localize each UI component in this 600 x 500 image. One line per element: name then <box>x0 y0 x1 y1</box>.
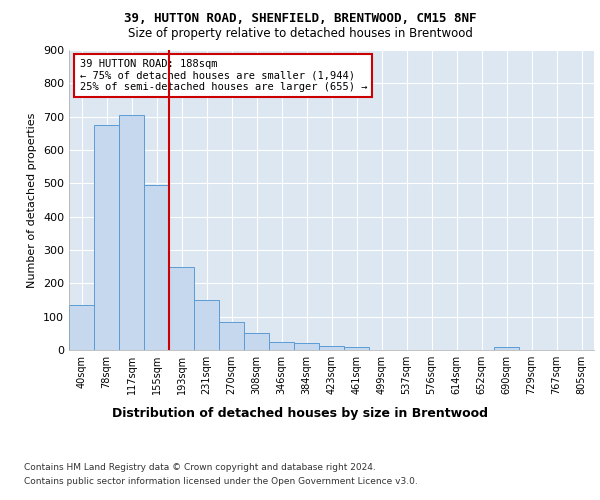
Bar <box>144 185 169 350</box>
Bar <box>69 305 94 350</box>
Bar <box>494 346 519 350</box>
Text: Distribution of detached houses by size in Brentwood: Distribution of detached houses by size … <box>112 408 488 420</box>
Text: Contains public sector information licensed under the Open Government Licence v3: Contains public sector information licen… <box>24 478 418 486</box>
Y-axis label: Number of detached properties: Number of detached properties <box>28 112 37 288</box>
Text: Size of property relative to detached houses in Brentwood: Size of property relative to detached ho… <box>128 28 472 40</box>
Bar <box>244 334 269 350</box>
Text: 39, HUTTON ROAD, SHENFIELD, BRENTWOOD, CM15 8NF: 39, HUTTON ROAD, SHENFIELD, BRENTWOOD, C… <box>124 12 476 26</box>
Bar <box>119 115 144 350</box>
Bar <box>269 342 294 350</box>
Bar <box>194 300 219 350</box>
Bar <box>294 344 319 350</box>
Bar <box>94 125 119 350</box>
Text: Contains HM Land Registry data © Crown copyright and database right 2024.: Contains HM Land Registry data © Crown c… <box>24 462 376 471</box>
Text: 39 HUTTON ROAD: 188sqm
← 75% of detached houses are smaller (1,944)
25% of semi-: 39 HUTTON ROAD: 188sqm ← 75% of detached… <box>79 59 367 92</box>
Bar <box>344 346 369 350</box>
Bar <box>219 322 244 350</box>
Bar <box>169 266 194 350</box>
Bar <box>319 346 344 350</box>
